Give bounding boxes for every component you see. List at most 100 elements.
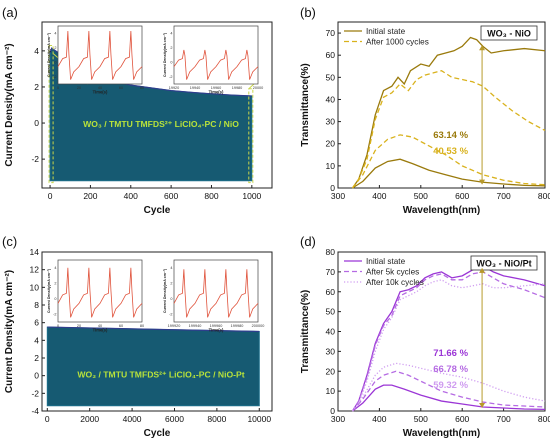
inset-x-label: Time(s)	[209, 328, 224, 333]
x-tick-label: 800	[538, 191, 550, 201]
y-tick-label: 0	[34, 371, 39, 381]
inset-y-tick-label: 0	[54, 297, 56, 301]
panel-c: (c)0 2000 4000 6000 8000 10000-4-202468101214…	[2, 234, 273, 439]
y-tick-label: 4	[34, 335, 39, 345]
inset-1: 0 20 40 60 80 -2 0 2 4 Time(s) Current Density(mA …	[47, 25, 144, 95]
y-tick-label: 40	[326, 327, 336, 337]
y-tick-label: 70	[326, 267, 336, 277]
x-tick-label: 0	[45, 414, 50, 424]
y-tick-label: 14	[30, 247, 40, 257]
delta-t-value: 59.32 %	[433, 380, 468, 391]
delta-t-value: 40.53 %	[433, 146, 468, 157]
inset-y-label: Current Density(mA cm⁻²)	[163, 268, 167, 313]
x-tick-label: 2000	[80, 414, 99, 424]
series-line-6	[351, 362, 546, 412]
inset-y-tick-label: 4	[170, 32, 172, 36]
y-tick-label: 50	[326, 72, 336, 82]
y-tick-label: 12	[30, 265, 40, 275]
y-tick-label: 6	[34, 318, 39, 328]
inset-frame	[173, 25, 259, 85]
x-tick-label: 8000	[207, 414, 226, 424]
inset-y-tick-label: -2	[169, 75, 172, 79]
y-axis-label: Current Density(mA cm⁻²)	[4, 270, 15, 393]
y-tick-label: 30	[326, 117, 336, 127]
series-line-1	[351, 265, 546, 412]
inset-y-tick-label: 0	[54, 61, 56, 65]
delta-t-value: 66.78 %	[433, 364, 468, 375]
inset-y-tick-label: 0	[170, 61, 172, 65]
current-density-band	[46, 326, 260, 407]
x-tick-label: 600	[455, 191, 469, 201]
inset-x-tick-label: 80	[140, 324, 144, 328]
x-tick-label: 4000	[123, 414, 142, 424]
inset-waveform	[173, 269, 259, 318]
inset-x-tick-label: 20	[77, 86, 81, 90]
selection-box-2	[248, 88, 254, 184]
x-tick-label: 0	[48, 191, 53, 201]
inset-x-tick-label: 20	[77, 324, 81, 328]
inset-waveform	[173, 49, 259, 80]
x-tick-label: 6000	[165, 414, 184, 424]
y-tick-label: 0	[34, 118, 39, 128]
inset-2: 19920 19940 19960 19980 20000 -2 0 2 4 Time(s) Cur…	[163, 25, 263, 95]
panel-b: (b) 300 400 500 600 700 800 0 10 20 30 40 50 60 70 Wave…	[300, 5, 550, 216]
legend-label: After 5k cycles	[366, 268, 419, 277]
y-tick-label: 2	[34, 82, 39, 92]
series-line-4	[351, 370, 546, 412]
x-tick-label: 200	[83, 191, 97, 201]
inset-frame	[57, 259, 143, 323]
legend-label: After 1000 cycles	[366, 38, 429, 47]
inset-x-tick-label: 60	[119, 86, 123, 90]
series-line-3	[351, 271, 546, 412]
inset-x-tick-label: 19940	[190, 86, 201, 90]
y-tick-label: 10	[326, 386, 336, 396]
plot-frame	[337, 21, 546, 189]
inset-x-tick-label: 200000	[252, 324, 265, 328]
inset-y-label: Current Density(mA cm⁻²)	[163, 32, 167, 77]
delta-t-value: 71.66 %	[433, 348, 468, 359]
inset-frame	[57, 25, 143, 85]
inset-x-tick-label: 199940	[189, 324, 202, 328]
panel-label: (c)	[2, 234, 17, 249]
chart-title: WO₃ - NiO	[487, 29, 531, 39]
y-axis-label: Transmittance(%)	[300, 290, 311, 373]
y-tick-label: 8	[34, 300, 39, 310]
chart-title: WO₃ - NiO/Pt	[476, 259, 531, 269]
series-line-1	[351, 36, 546, 189]
series-line-2	[352, 384, 546, 412]
inset-y-tick-label: 4	[170, 266, 172, 270]
y-tick-label: 60	[326, 50, 336, 60]
device-annotation: WO₃ / TMTU TMFDS²⁺ LiClO₄-PC / NiO-Pt	[77, 370, 244, 380]
panel-label: (d)	[300, 234, 316, 249]
x-axis-label: Cycle	[144, 205, 171, 216]
inset-2: 199920 199940 199960 199980 200000 -2 0 2 4 Time(…	[163, 259, 265, 333]
inset-x-label: Time(s)	[93, 90, 108, 95]
arrow-head-bottom	[479, 403, 486, 409]
inset-y-tick-label: 4	[54, 32, 56, 36]
inset-y-tick-label: -2	[53, 313, 56, 317]
series-line-2	[352, 158, 546, 189]
inset-x-tick-label: 199920	[168, 324, 181, 328]
panel-label: (a)	[2, 5, 18, 20]
x-tick-label: 800	[538, 414, 550, 424]
y-tick-label: 10	[30, 282, 40, 292]
y-tick-label: 30	[326, 346, 336, 356]
x-tick-label: 600	[164, 191, 178, 201]
panel-label: (b)	[300, 5, 316, 20]
band-upper-edge	[47, 326, 260, 333]
inset-x-tick-label: 0	[57, 324, 59, 328]
inset-x-tick-label: 0	[57, 86, 59, 90]
y-tick-label: 0	[330, 183, 335, 193]
y-tick-label: -2	[31, 388, 39, 398]
x-axis-label: Wavelength(nm)	[403, 205, 480, 216]
connector-line	[248, 83, 255, 90]
y-tick-label: 50	[326, 307, 336, 317]
y-axis-label: Current Density(mA cm⁻²)	[4, 43, 15, 166]
x-tick-label: 700	[497, 414, 511, 424]
y-tick-label: 2	[34, 353, 39, 363]
inset-y-tick-label: 2	[170, 282, 172, 286]
x-tick-label: 500	[414, 414, 428, 424]
x-tick-label: 700	[497, 191, 511, 201]
x-tick-label: 600	[455, 414, 469, 424]
inset-x-label: Time(s)	[93, 328, 108, 333]
